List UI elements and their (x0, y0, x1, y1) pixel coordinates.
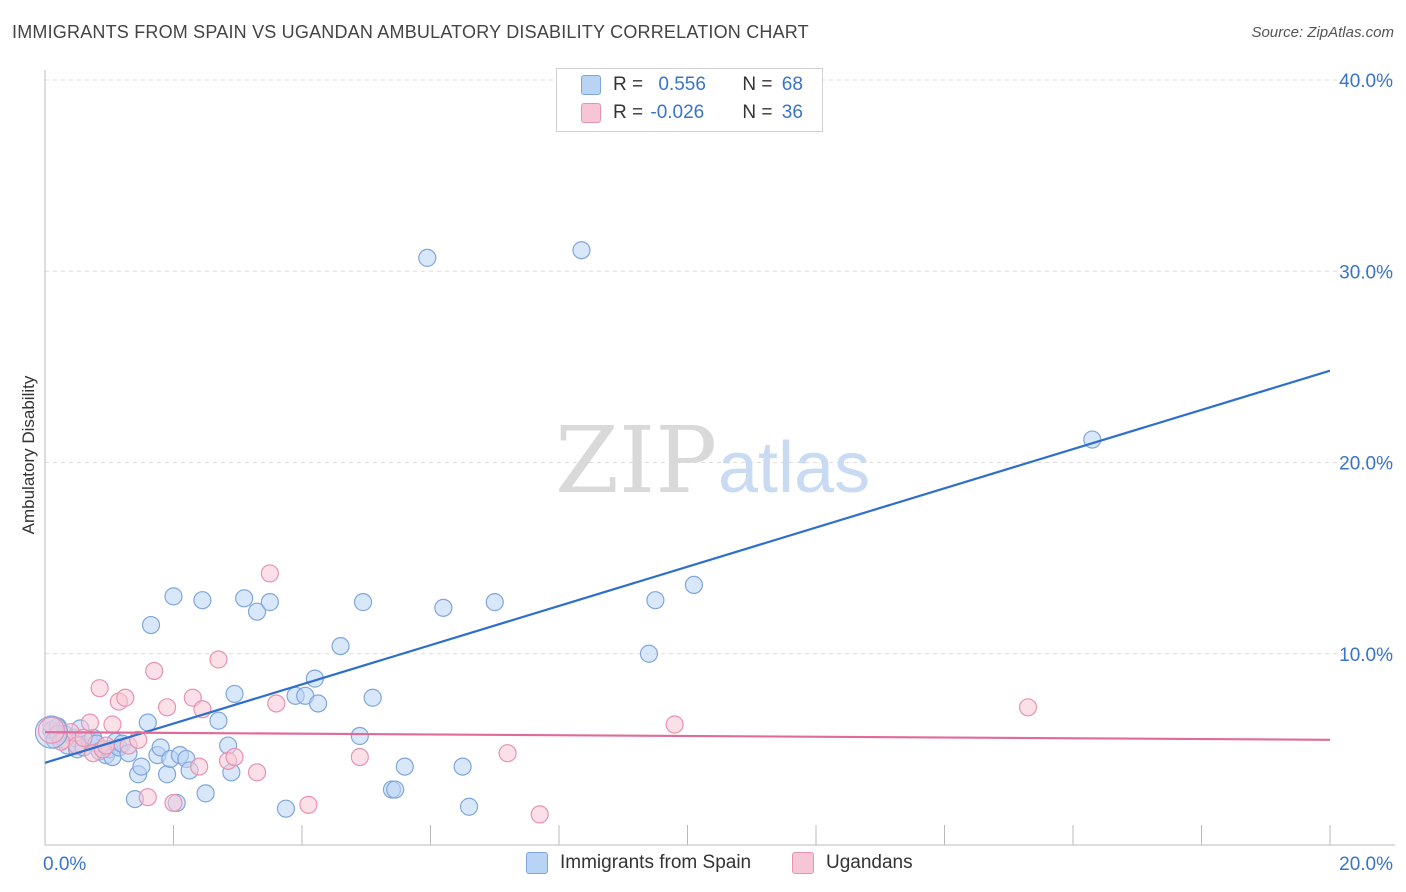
tick-labels: 10.0% 20.0% 30.0% 40.0% 0.0% 20.0% (43, 71, 1393, 875)
legend-n-label: N = (742, 74, 778, 95)
legend-row-uganda: R = -0.026 N = 36 (581, 100, 803, 126)
legend-n-label: N = (742, 102, 778, 123)
y-tick-label: 30.0% (1339, 262, 1393, 283)
point-spain (485, 593, 504, 612)
point-spain (157, 765, 177, 784)
point-spain (196, 784, 215, 803)
axes (44, 70, 1395, 846)
point-spain (331, 636, 350, 656)
legend-swatch-spain (581, 75, 601, 95)
point-spain (459, 797, 479, 816)
legend-r-value: 0.556 (658, 74, 706, 95)
point-uganda (260, 564, 279, 583)
source-label: Source: ZipAtlas.com (1251, 24, 1394, 41)
point-spain (639, 644, 659, 663)
y-tick-label: 40.0% (1339, 71, 1393, 92)
point-spain (363, 688, 382, 707)
point-spain (225, 684, 244, 704)
legend-row-spain: R = 0.556 N = 68 (581, 72, 803, 98)
point-uganda (103, 715, 122, 734)
point-uganda (665, 715, 684, 734)
x-tick-label: 0.0% (43, 854, 86, 875)
point-spain (572, 241, 591, 260)
point-uganda (145, 661, 164, 681)
point-spain (164, 587, 183, 606)
point-spain (434, 598, 453, 617)
point-spain (684, 575, 704, 595)
legend-label-spain: Immigrants from Spain (560, 852, 752, 873)
y-tick-label: 10.0% (1339, 645, 1393, 666)
point-spain (386, 780, 405, 799)
point-uganda (209, 650, 228, 669)
point-spain (141, 615, 161, 635)
legend-swatch-uganda (792, 852, 814, 874)
point-spain (193, 591, 212, 610)
point-spain (235, 589, 254, 608)
series-legend: Immigrants from Spain Ugandans (0, 852, 1406, 878)
point-uganda (299, 795, 318, 814)
point-uganda (80, 713, 100, 732)
y-tick-label: 20.0% (1339, 454, 1393, 475)
point-uganda (498, 744, 517, 763)
trend-lines (44, 369, 1331, 764)
point-uganda (90, 679, 109, 698)
point-uganda (530, 805, 549, 824)
legend-r-value: -0.026 (650, 102, 705, 123)
point-uganda (37, 716, 66, 744)
point-spain (395, 757, 414, 776)
legend-n-value: 68 (781, 74, 803, 95)
point-spain (418, 248, 437, 267)
chart-title: IMMIGRANTS FROM SPAIN VS UGANDAN AMBULAT… (12, 22, 809, 42)
legend-n-value: 36 (781, 102, 803, 123)
point-uganda (138, 788, 157, 807)
trend-line-spain (44, 369, 1331, 764)
watermark-atlas: atlas (718, 428, 870, 508)
point-uganda (116, 688, 135, 707)
x-tick-label: 20.0% (1339, 854, 1393, 875)
y-axis-label: Ambulatory Disability (19, 375, 38, 534)
point-uganda (74, 728, 93, 748)
point-uganda (164, 793, 183, 813)
point-spain (260, 593, 279, 612)
legend-item-spain[interactable]: Immigrants from Spain (526, 852, 751, 874)
legend-item-uganda[interactable]: Ugandans (792, 852, 913, 874)
legend-r-label: R = (613, 102, 649, 123)
point-spain (350, 726, 369, 746)
point-spain (646, 591, 665, 610)
legend-swatch-uganda (581, 103, 601, 123)
point-uganda (267, 694, 286, 713)
point-uganda (96, 736, 116, 755)
point-uganda (350, 747, 369, 767)
point-spain (308, 694, 328, 713)
point-spain (453, 757, 472, 776)
trend-line-uganda (44, 731, 1331, 741)
point-uganda (190, 757, 209, 776)
point-uganda (1018, 698, 1038, 717)
watermark-zip: ZIP (555, 407, 717, 514)
legend-r-label: R = (613, 74, 649, 95)
grid-lines (45, 79, 1395, 655)
stats-legend: R = 0.556 N = 68 R = -0.026 N = 36 (556, 68, 823, 132)
point-uganda (157, 698, 177, 717)
legend-swatch-spain (526, 852, 548, 874)
point-spain (247, 602, 267, 621)
point-spain (353, 593, 373, 612)
point-uganda (225, 747, 244, 767)
point-spain (132, 757, 151, 776)
scatter-points (34, 241, 1102, 824)
point-spain (209, 711, 228, 730)
point-uganda (247, 763, 267, 782)
legend-label-uganda: Ugandans (826, 852, 913, 873)
point-spain (276, 799, 296, 818)
